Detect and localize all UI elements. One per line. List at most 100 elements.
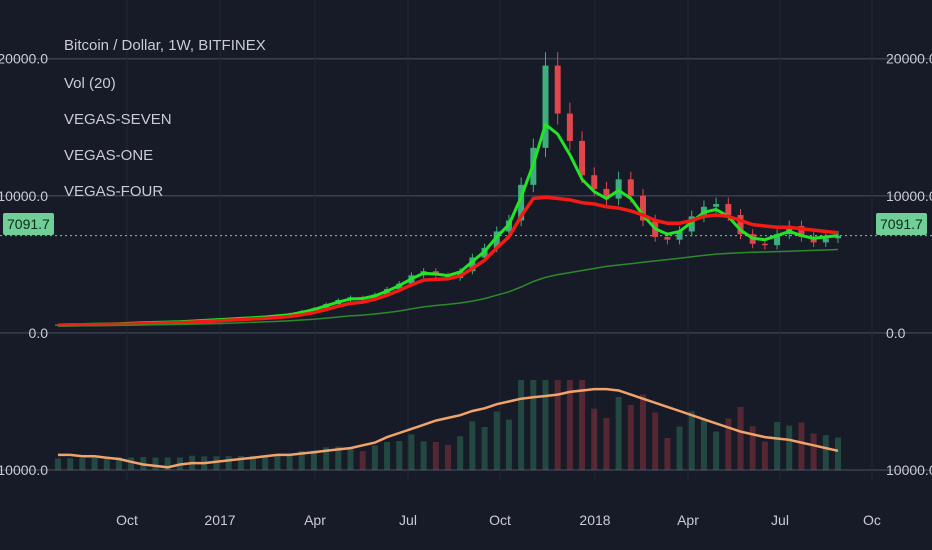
candle	[737, 215, 744, 235]
price-tick-left: 20000.0	[0, 51, 48, 67]
series-line	[57, 248, 839, 327]
candle	[554, 65, 561, 114]
candle	[713, 204, 720, 207]
volume-bar	[445, 445, 451, 470]
volume-bar	[310, 450, 317, 470]
price-tick-right: 20000.0	[886, 51, 932, 67]
volume-bar	[493, 411, 500, 470]
volume-bar	[103, 458, 110, 470]
volume-bar	[676, 426, 683, 470]
volume-bar	[55, 458, 61, 470]
volume-bar	[798, 422, 805, 470]
time-tick: Apr	[304, 512, 326, 528]
price-tag-left: 7091.7	[3, 213, 54, 235]
volume-bar	[505, 419, 512, 470]
volume-bar	[432, 442, 439, 470]
volume-bar	[359, 451, 366, 470]
volume-bar	[652, 412, 659, 470]
volume-bar	[749, 426, 756, 470]
price-tick-right: 10000.0	[886, 462, 932, 478]
axes: 20000.0 20000.0 10000.0 10000.0 0.0 0.0 10000.…	[0, 51, 932, 528]
series-line	[57, 195, 839, 327]
volume-study-label: Vol (20)	[64, 75, 116, 92]
volume-bar	[213, 456, 220, 470]
volume-bar	[774, 422, 781, 470]
candle	[725, 204, 732, 215]
volume-bar	[250, 455, 256, 470]
volume-bar	[615, 397, 622, 470]
volume-bar	[664, 438, 671, 470]
study-label-vegas-one: VEGAS-ONE	[64, 147, 154, 164]
price-tick-left: 10000.0	[0, 462, 48, 478]
time-tick: Oct	[489, 512, 511, 528]
candle	[579, 140, 586, 176]
study-label-vegas-four: VEGAS-FOUR	[64, 183, 164, 200]
volume-bar	[566, 380, 573, 470]
time-tick: Jul	[399, 512, 417, 528]
volume-bar	[713, 431, 720, 470]
volume-bar	[274, 454, 281, 470]
volume-bar	[67, 458, 74, 470]
price-tick-right: 10000.0	[886, 188, 932, 204]
candle	[676, 231, 683, 240]
volume-bar	[640, 394, 646, 470]
volume-bar	[810, 433, 817, 470]
volume-bar	[335, 446, 342, 470]
price-tick-left: 0.0	[29, 325, 49, 341]
volume-bar	[396, 441, 403, 470]
volume-bar	[835, 437, 841, 470]
volume-bar	[371, 445, 378, 470]
volume-bar	[225, 456, 232, 470]
volume-bar	[91, 457, 98, 470]
volume-bar	[115, 457, 122, 470]
volume-bar	[725, 418, 732, 470]
volume-bar	[700, 419, 707, 470]
volume-bar	[323, 447, 330, 470]
time-tick: Jul	[771, 512, 789, 528]
volume-bar	[554, 380, 561, 470]
volume-bar	[262, 455, 269, 470]
candle	[603, 188, 610, 199]
volume-bar	[481, 427, 488, 470]
time-tick: 2017	[204, 512, 235, 528]
candle	[566, 113, 573, 141]
candle	[798, 225, 805, 237]
volume-bar	[384, 442, 391, 470]
candle	[640, 195, 646, 221]
series-line	[58, 387, 839, 469]
price-tag-right: 7091.7	[876, 213, 927, 235]
volume-bar	[591, 408, 598, 470]
volume-bar	[530, 380, 537, 470]
time-tick: 2018	[579, 512, 610, 528]
candle	[542, 65, 549, 148]
volume-bar	[298, 451, 305, 470]
volume-bar	[152, 457, 159, 470]
volume-bar	[542, 380, 549, 470]
volume-bar	[347, 448, 354, 470]
volume-bar	[408, 434, 415, 470]
volume-bar	[518, 380, 525, 470]
candle	[493, 231, 500, 248]
candle	[774, 234, 781, 246]
candle	[469, 257, 476, 272]
time-tick: Oct	[116, 512, 138, 528]
volume-bar	[420, 441, 427, 470]
volume-bar	[579, 380, 586, 470]
candle	[518, 184, 525, 221]
candle	[664, 236, 671, 240]
volume-bar	[237, 456, 244, 470]
volume-bar	[79, 458, 86, 470]
symbol-title: Bitcoin / Dollar, 1W, BITFINEX	[64, 37, 266, 54]
volume-bar	[822, 435, 829, 470]
volume-bar	[457, 436, 464, 470]
volume-bar	[761, 441, 768, 470]
price-tick-left: 10000.0	[0, 188, 48, 204]
study-label-vegas-seven: VEGAS-SEVEN	[64, 111, 172, 128]
volume-bar	[786, 425, 793, 470]
volume-bar	[603, 418, 610, 470]
time-tick: Apr	[677, 512, 699, 528]
price-tick-right: 0.0	[886, 325, 906, 341]
candle	[822, 238, 829, 243]
volume-bar	[737, 407, 744, 470]
